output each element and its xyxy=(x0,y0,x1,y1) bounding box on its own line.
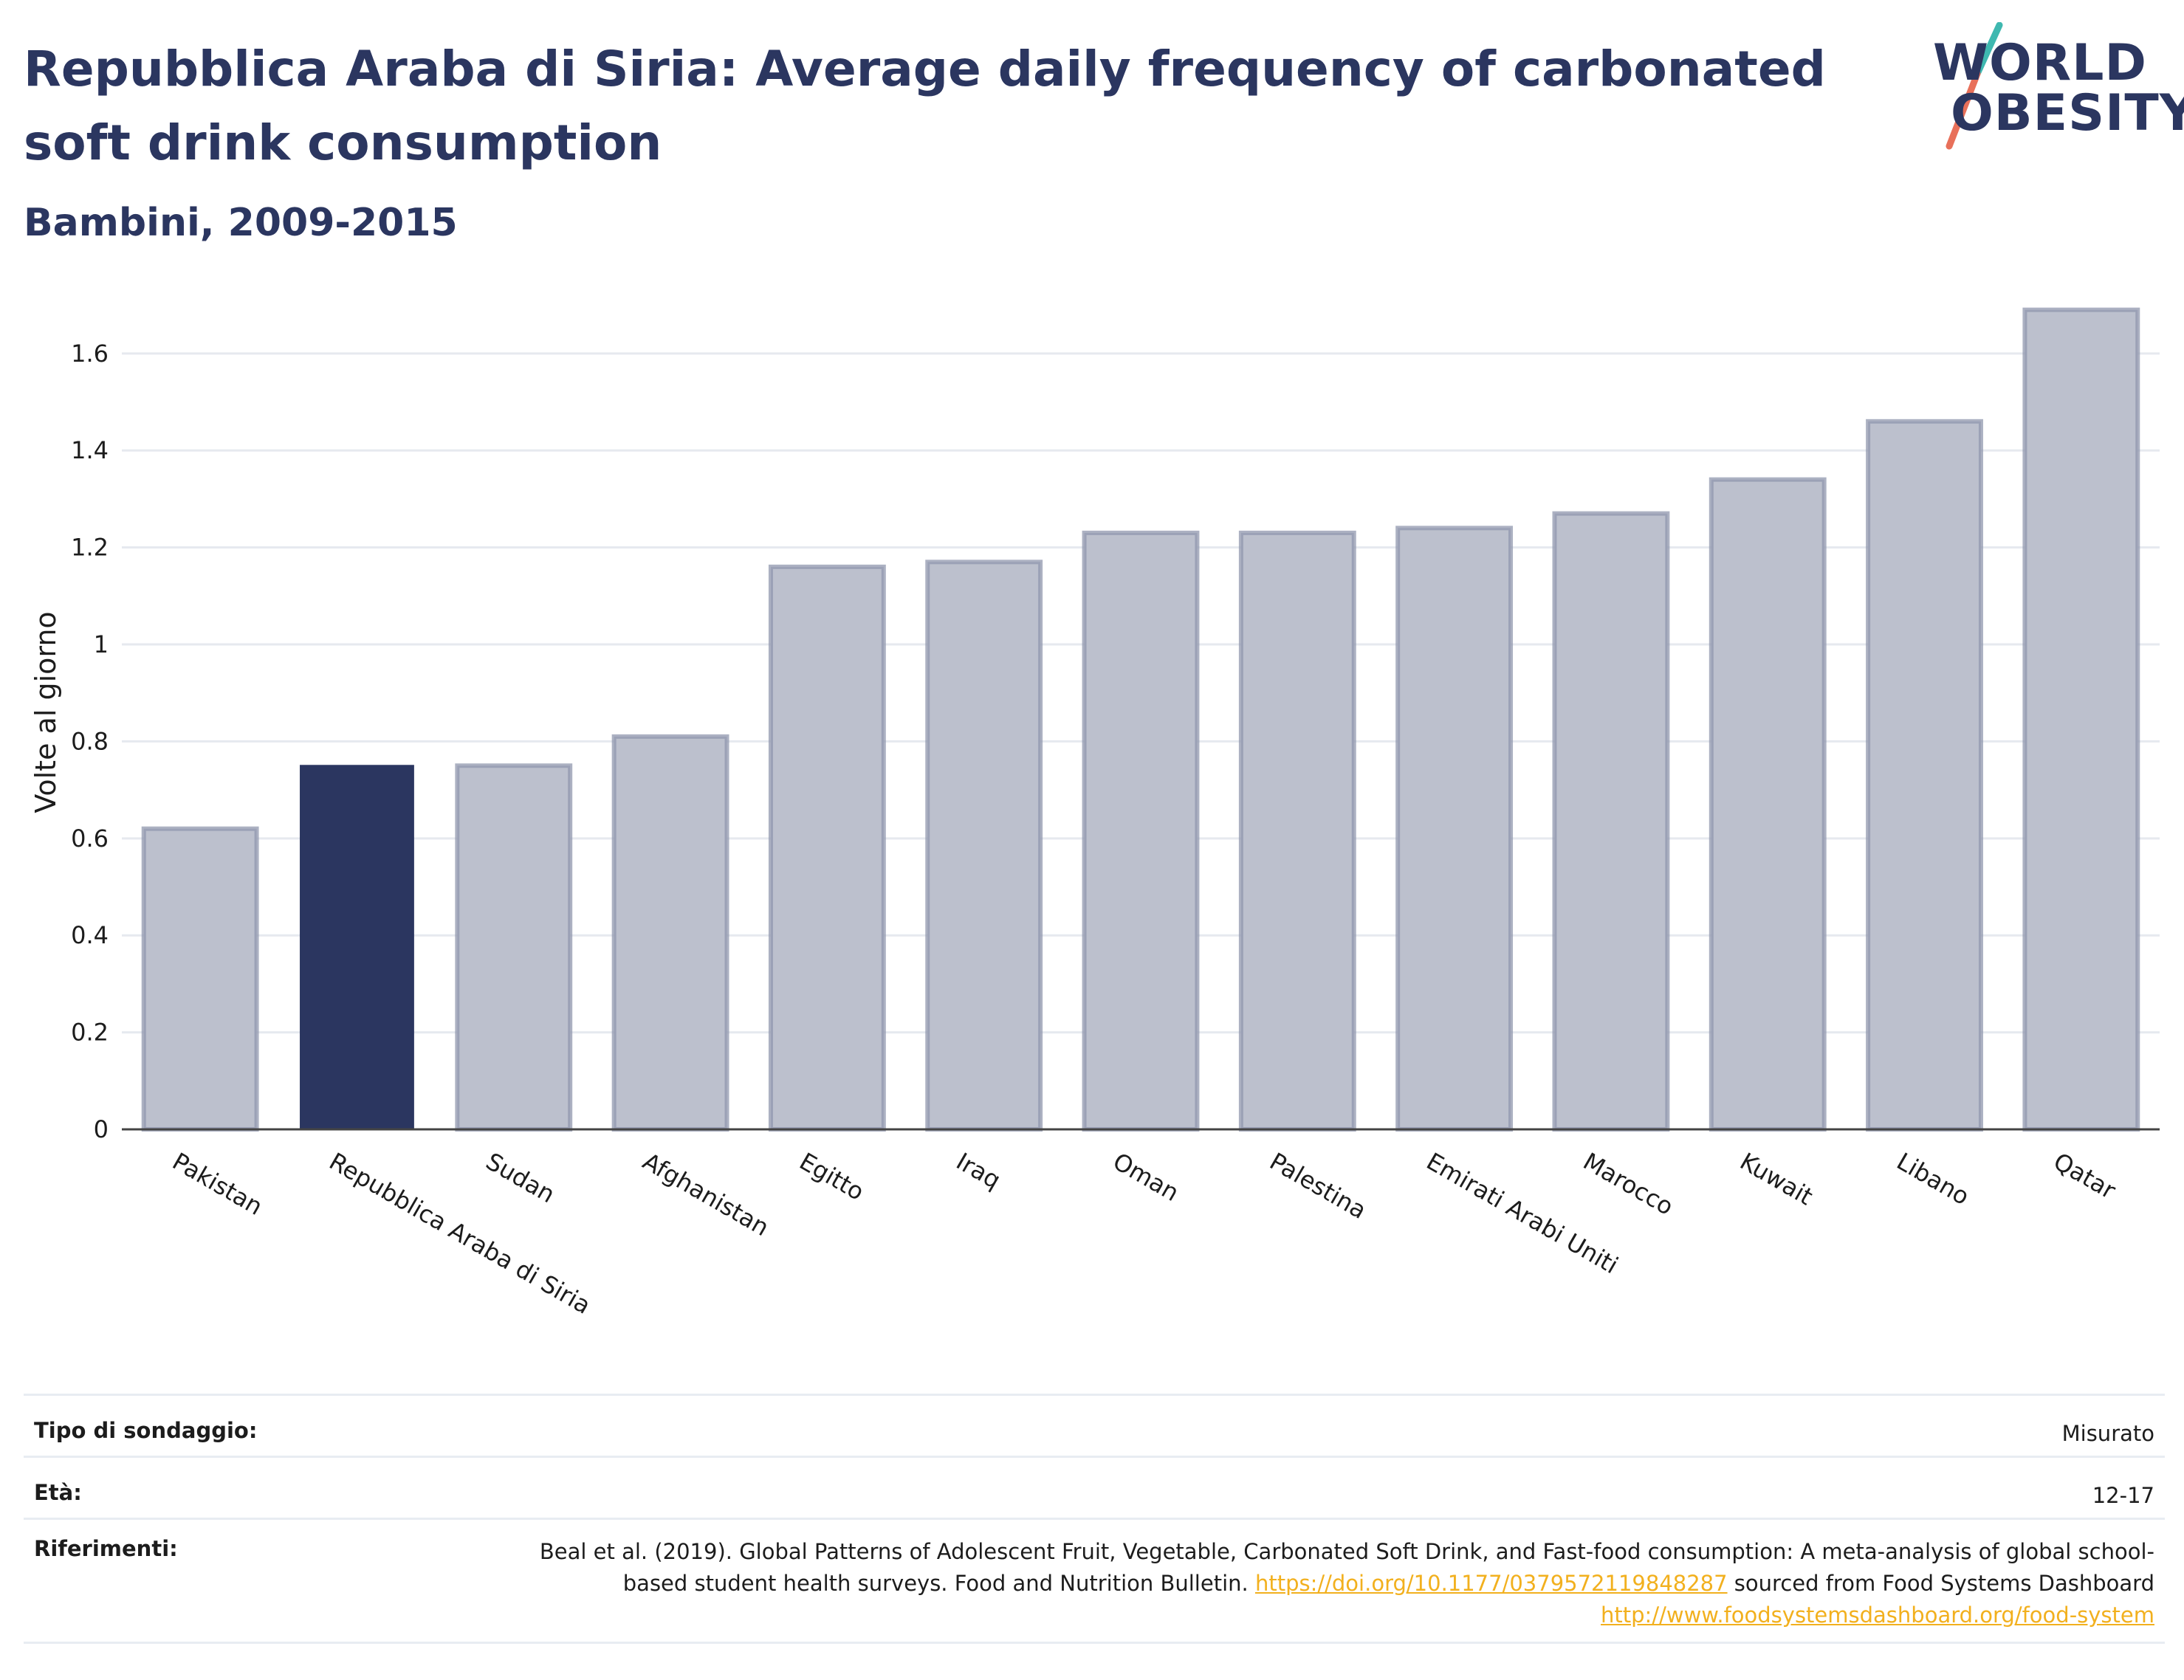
y-tick-label: 0.6 xyxy=(71,824,109,853)
age-label: Età: xyxy=(34,1480,82,1505)
y-tick-label: 0 xyxy=(94,1115,109,1143)
bar-pakistan[interactable] xyxy=(141,826,259,1132)
bar-chart: 0 0.2 0.4 0.6 0.8 1 1.2 1.4 1.6 Pakistan Repubbli… xyxy=(30,307,2160,1320)
y-tick-label: 0.4 xyxy=(71,921,109,949)
y-tick-label: 1 xyxy=(94,630,109,658)
references-row: Riferimenti: Beal et al. (2019). Global … xyxy=(24,1518,2165,1643)
bar-afghanistan[interactable] xyxy=(611,734,729,1132)
food-systems-link[interactable]: http://www.foodsystemsdashboard.org/food… xyxy=(1601,1602,2154,1628)
x-tick-label: Qatar xyxy=(2049,1147,2121,1205)
references-text-1: Beal et al. (2019). Global Patterns of A… xyxy=(539,1539,2154,1596)
bars xyxy=(141,307,2140,1132)
x-tick-label: Palestina xyxy=(1265,1147,1371,1225)
bar-qatar[interactable] xyxy=(2022,307,2140,1132)
bar-kuwait[interactable] xyxy=(1709,477,1827,1132)
info-table: Tipo di sondaggio: Misurato Età: 12-17 R… xyxy=(24,1394,2165,1644)
age-row: Età: 12-17 xyxy=(24,1456,2165,1519)
y-axis-title: Volte al giorno xyxy=(30,611,62,813)
survey-type-row: Tipo di sondaggio: Misurato xyxy=(24,1394,2165,1457)
bar-libano[interactable] xyxy=(1866,419,1983,1132)
bar-repubblica-araba-di-siria[interactable] xyxy=(300,765,414,1130)
bar-palestina[interactable] xyxy=(1238,530,1356,1132)
y-tick-label: 1.4 xyxy=(71,436,109,464)
logo-line-2: OBESITY xyxy=(1951,84,2184,142)
y-tick-label: 1.6 xyxy=(71,340,109,368)
bar-oman[interactable] xyxy=(1082,530,1200,1132)
x-tick-label: Oman xyxy=(1108,1147,1184,1207)
world-obesity-logo: WORLD OBESITY xyxy=(1912,22,2184,155)
references-text-2: sourced from Food Systems Dashboard xyxy=(1734,1571,2154,1596)
y-tick-labels: 0 0.2 0.4 0.6 0.8 1 1.2 1.4 1.6 xyxy=(71,340,109,1143)
references-value: Beal et al. (2019). Global Patterns of A… xyxy=(289,1519,2165,1643)
y-tick-label: 1.2 xyxy=(71,534,109,562)
bar-sudan[interactable] xyxy=(455,763,573,1132)
y-tick-label: 0.2 xyxy=(71,1019,109,1047)
bar-egitto[interactable] xyxy=(768,564,886,1132)
y-tick-label: 0.8 xyxy=(71,727,109,755)
x-tick-label: Egitto xyxy=(794,1147,868,1206)
logo-slash-icon xyxy=(1946,22,2003,150)
x-tick-label: Marocco xyxy=(1579,1147,1678,1221)
x-tick-label: Afghanistan xyxy=(638,1147,774,1242)
x-tick-label: Pakistan xyxy=(168,1147,267,1221)
doi-link[interactable]: https://doi.org/10.1177/0379572119848287 xyxy=(1254,1571,1728,1596)
x-tick-label: Repubblica Araba di Siria xyxy=(324,1147,595,1320)
chart-title: Repubblica Araba di Siria: Average daily… xyxy=(24,41,1826,171)
bar-iraq[interactable] xyxy=(925,560,1043,1132)
references-label: Riferimenti: xyxy=(34,1536,178,1561)
survey-type-value: Misurato xyxy=(2061,1421,2154,1446)
bar-emirati-arabi-uniti[interactable] xyxy=(1395,526,1514,1132)
age-value: 12-17 xyxy=(2092,1483,2154,1508)
x-tick-label: Libano xyxy=(1892,1147,1974,1211)
logo-line-1: WORLD xyxy=(1933,34,2147,92)
chart-subtitle: Bambini, 2009-2015 xyxy=(24,201,458,245)
x-tick-label: Kuwait xyxy=(1735,1147,1818,1211)
x-tick-label: Iraq xyxy=(952,1147,1006,1194)
x-tick-label: Sudan xyxy=(481,1147,560,1208)
bar-marocco[interactable] xyxy=(1552,511,1670,1132)
survey-type-label: Tipo di sondaggio: xyxy=(34,1418,258,1443)
